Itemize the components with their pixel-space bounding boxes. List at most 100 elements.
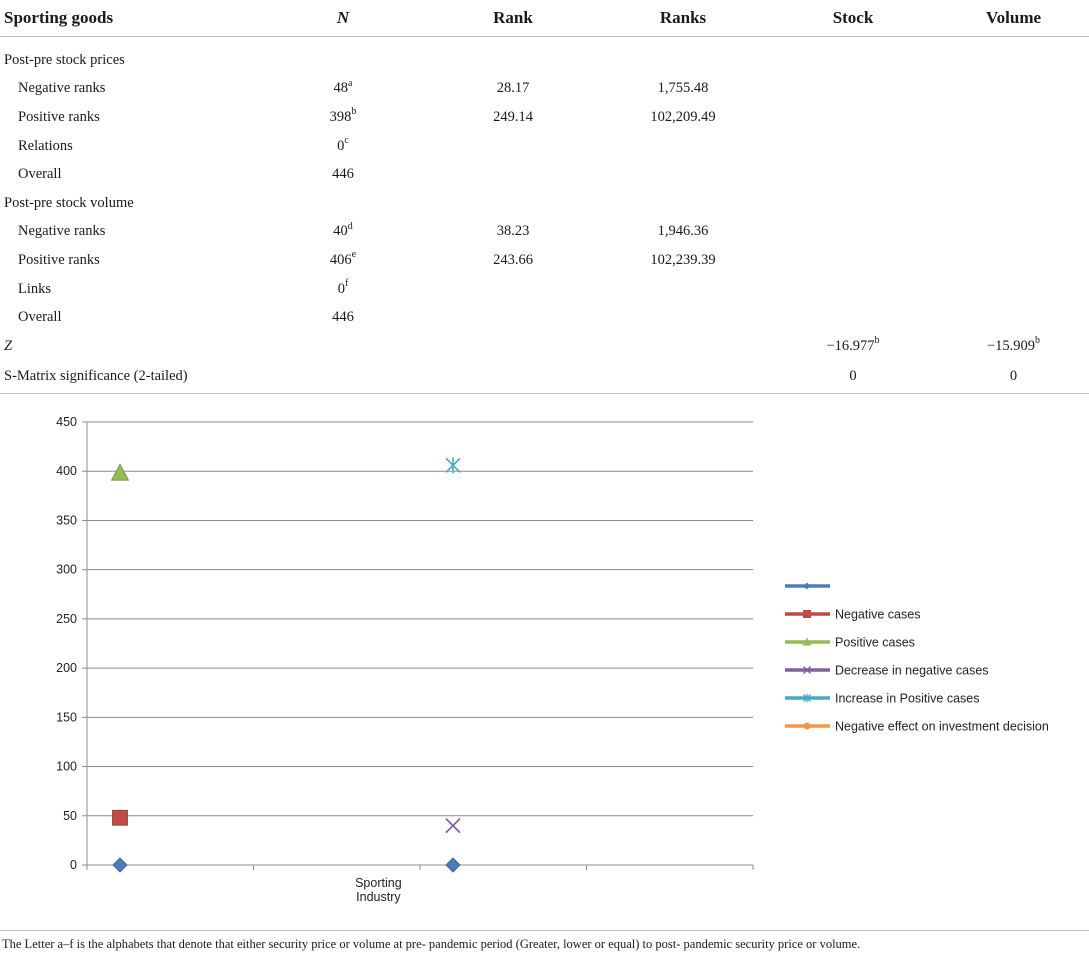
y-tick-label: 200	[56, 661, 77, 675]
cell-ranks	[598, 132, 768, 161]
footnote-marker: a	[348, 77, 353, 89]
legend-marker	[803, 694, 811, 702]
y-tick-label: 300	[56, 563, 77, 577]
cell-n	[258, 332, 428, 361]
row-label: Post-pre stock volume	[0, 189, 258, 218]
row-label: Post-pre stock prices	[0, 37, 258, 75]
cell-stock	[768, 37, 938, 75]
cell-stock	[768, 75, 938, 104]
cell-n: 48a	[258, 75, 428, 104]
cell-value: 406	[329, 251, 352, 268]
cell-rank	[428, 303, 598, 332]
cell-stock: 0	[768, 360, 938, 394]
cell-n: 0f	[258, 275, 428, 304]
cell-n: 40d	[258, 218, 428, 247]
cell-value: Post-pre stock prices	[4, 51, 125, 68]
row-label: Negative ranks	[0, 218, 258, 247]
cell-value: 0	[337, 137, 345, 154]
cell-value: Links	[18, 280, 52, 297]
legend-item	[785, 582, 830, 590]
cell-value: Positive ranks	[18, 251, 100, 268]
row-label: Negative ranks	[0, 75, 258, 104]
cell-value: 1,946.36	[657, 223, 709, 240]
cell-volume	[938, 160, 1089, 189]
legend-label: Negative cases	[835, 608, 920, 622]
cell-value: Positive ranks	[18, 108, 100, 125]
row-label: Positive ranks	[0, 246, 258, 275]
row-label: Relations	[0, 132, 258, 161]
cell-value: Negative ranks	[18, 80, 106, 97]
table-row: Z −16.977b −15.909b	[0, 332, 1089, 361]
table-row: Positive ranks 398b 249.14 102,209.49	[0, 103, 1089, 132]
column-header-volume: Volume	[938, 0, 1089, 37]
legend-marker	[803, 582, 811, 590]
cell-rank	[428, 160, 598, 189]
table-row: Positive ranks 406e 243.66 102,239.39	[0, 246, 1089, 275]
cell-stock	[768, 246, 938, 275]
column-header-sporting-goods: Sporting goods	[0, 0, 258, 37]
cell-ranks	[598, 332, 768, 361]
cell-value: 0	[1009, 368, 1018, 385]
table-row: Post-pre stock prices	[0, 37, 1089, 75]
footnote-marker: f	[344, 277, 349, 289]
table-row: Negative ranks 40d 38.23 1,946.36	[0, 218, 1089, 247]
footnote-marker: b	[351, 106, 357, 118]
data-point-square	[112, 809, 128, 826]
cell-ranks	[598, 360, 768, 394]
footnote-marker: b	[874, 334, 880, 346]
cell-value: −15.909	[986, 337, 1036, 354]
legend-item: Negative cases	[785, 608, 920, 622]
cell-rank: 38.23	[428, 218, 598, 247]
cell-ranks: 1,946.36	[598, 218, 768, 247]
scatter-chart: 0 50 100 150 200 250 300 350 400 450 Sporting Indu…	[56, 415, 1049, 904]
y-tick-label: 50	[63, 809, 77, 823]
column-header-ranks: Ranks	[598, 0, 768, 37]
cell-value: 40	[333, 223, 348, 240]
cell-value: 243.66	[493, 251, 533, 268]
cell-rank: 249.14	[428, 103, 598, 132]
table-row: Relations 0c	[0, 132, 1089, 161]
cell-rank	[428, 37, 598, 75]
cell-stock	[768, 160, 938, 189]
footnote-marker: c	[344, 134, 349, 146]
row-label: Overall	[0, 303, 258, 332]
cell-n	[258, 189, 428, 218]
cell-n: 446	[258, 160, 428, 189]
x-category-label: Sporting Industry	[355, 876, 402, 904]
cell-value: 446	[332, 309, 354, 326]
y-tick-label: 100	[56, 760, 77, 774]
cell-ranks: 102,209.49	[598, 103, 768, 132]
table-row: Overall 446	[0, 303, 1089, 332]
y-tick-label: 0	[70, 858, 77, 872]
cell-n: 0c	[258, 132, 428, 161]
legend-item: Negative effect on investment decision	[785, 720, 1049, 734]
cell-n: 406e	[258, 246, 428, 275]
cell-rank	[428, 275, 598, 304]
table-row: S-Matrix significance (2-tailed) 0 0	[0, 360, 1089, 394]
cell-volume	[938, 275, 1089, 304]
cell-volume	[938, 189, 1089, 218]
cell-value: 1,755.48	[657, 80, 709, 97]
legend-marker	[803, 666, 811, 674]
cell-value: −16.977	[826, 337, 875, 354]
legend-label: Positive cases	[835, 636, 915, 650]
row-label: S-Matrix significance (2-tailed)	[0, 360, 258, 394]
cell-n: 398b	[258, 103, 428, 132]
legend-item: Decrease in negative cases	[785, 664, 989, 678]
cell-rank	[428, 360, 598, 394]
footnote-marker: e	[351, 249, 357, 261]
cell-value: 398	[329, 108, 352, 125]
cell-ranks	[598, 37, 768, 75]
statistics-table: Sporting goods N Rank Ranks Stock Volume…	[0, 0, 1089, 394]
table-body: Post-pre stock prices Negative ranks 48a 28…	[0, 37, 1089, 394]
table-row: Post-pre stock volume	[0, 189, 1089, 218]
row-label: Overall	[0, 160, 258, 189]
cell-ranks	[598, 160, 768, 189]
cell-value: 446	[332, 166, 354, 183]
data-point-triangle	[110, 463, 130, 481]
cell-volume	[938, 246, 1089, 275]
data-point-diamond	[445, 857, 461, 873]
legend-item: Positive cases	[785, 636, 915, 650]
cell-value: 0	[337, 280, 345, 297]
cell-value: S-Matrix significance (2-tailed)	[4, 368, 188, 385]
